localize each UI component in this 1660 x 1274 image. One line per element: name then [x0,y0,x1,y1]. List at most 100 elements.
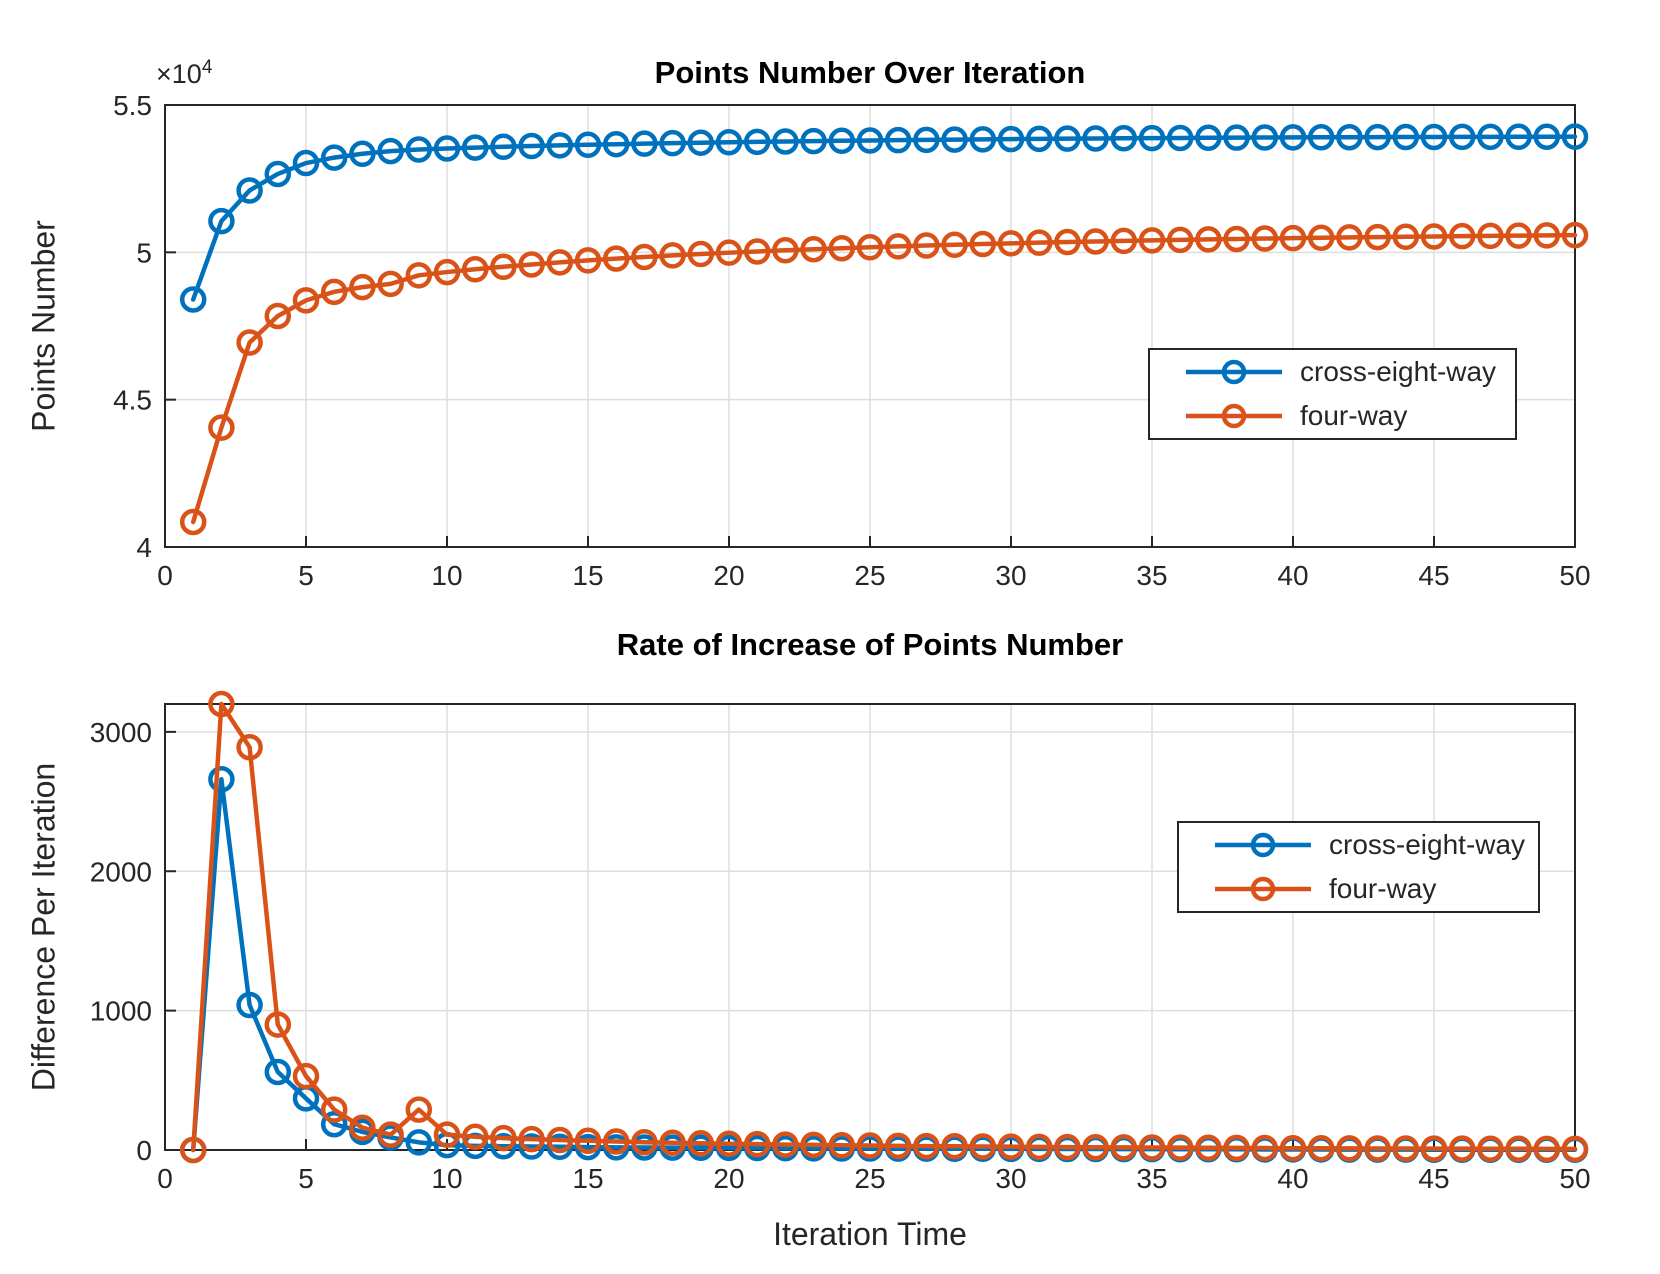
x-tick-label: 0 [157,1163,173,1194]
data-point-marker-four-way [913,1132,940,1160]
data-point-marker-four-way [461,256,489,283]
top-plot-title: Points Number Over Iteration [654,55,1086,90]
y-tick-label: 5.5 [113,90,152,121]
data-point-marker-four-way [687,240,715,268]
data-point-marker-four-way [856,234,884,261]
data-point-marker-cross-eight-way [518,132,545,160]
x-tick-label: 5 [298,560,314,591]
data-point-marker-four-way [1166,226,1194,254]
legend-label: four-way [1329,873,1437,904]
data-point-marker-four-way [884,1132,912,1160]
data-point-marker-cross-eight-way [1054,125,1081,152]
legend-line-sample [1184,401,1284,431]
data-point-marker-cross-eight-way [1533,123,1561,150]
data-point-marker-four-way [1082,228,1109,255]
data-point-marker-cross-eight-way [405,1129,433,1156]
data-point-marker-four-way [433,1121,461,1148]
data-point-marker-four-way [264,1011,292,1038]
data-point-marker-cross-eight-way [1448,123,1476,151]
exponent-power: 4 [201,57,213,78]
data-point-marker-four-way [574,247,602,274]
data-point-marker-cross-eight-way [236,991,263,1019]
bottom-plot-title: Rate of Increase of Points Number [616,627,1124,662]
data-point-marker-cross-eight-way [377,137,404,165]
data-point-marker-four-way [969,230,997,258]
data-point-marker-four-way [1025,229,1053,256]
data-point-marker-cross-eight-way [1336,123,1363,151]
data-point-marker-four-way [1110,1134,1138,1161]
data-point-marker-four-way [490,1124,517,1152]
legend-sample-glyph [1186,359,1282,385]
data-point-marker-cross-eight-way [1251,124,1279,151]
series-line-four-way [190,701,1578,1153]
data-point-marker-four-way [490,253,517,281]
x-tick-label: 40 [1277,560,1308,591]
data-point-marker-cross-eight-way [1223,124,1250,151]
x-tick-label: 30 [995,560,1026,591]
data-point-marker-four-way [1223,1134,1250,1162]
y-tick-label: 1000 [90,996,152,1027]
data-point-marker-cross-eight-way [1082,125,1109,152]
data-point-marker-cross-eight-way [1392,123,1420,151]
y-tick-label: 2000 [90,856,152,887]
data-point-marker-four-way [236,733,263,761]
data-point-marker-cross-eight-way [208,207,235,235]
data-point-marker-four-way [659,242,686,269]
data-point-marker-four-way [1392,223,1420,251]
data-point-marker-four-way [1448,222,1476,250]
data-point-marker-four-way [1364,1135,1391,1162]
data-point-marker-cross-eight-way [1110,125,1138,152]
data-point-marker-four-way [1025,1133,1053,1161]
data-point-marker-four-way [433,258,461,286]
data-point-marker-cross-eight-way [1195,124,1222,152]
y-tick-label: 4 [136,532,152,563]
data-point-marker-four-way [828,1132,856,1159]
x-tick-label: 50 [1559,1163,1590,1194]
data-point-marker-four-way [179,508,207,536]
data-point-marker-four-way [997,1133,1025,1160]
data-point-marker-cross-eight-way [292,149,320,177]
data-point-marker-four-way [320,1096,348,1123]
data-point-marker-four-way [687,1130,715,1157]
data-point-marker-four-way [1533,222,1561,249]
data-point-marker-four-way [1195,226,1222,253]
data-point-marker-cross-eight-way [687,129,715,156]
data-point-marker-cross-eight-way [969,126,997,153]
x-tick-label: 25 [854,560,885,591]
data-point-marker-four-way [1336,1135,1363,1162]
data-point-marker-cross-eight-way [602,130,630,158]
legend-line-sample [1213,830,1313,860]
data-point-marker-four-way [1307,1134,1335,1162]
x-tick-label: 20 [713,560,744,591]
x-tick-label: 35 [1136,1163,1167,1194]
data-point-marker-cross-eight-way [1025,125,1053,153]
legend-sample-glyph [1215,876,1311,902]
data-point-marker-four-way [1533,1135,1561,1163]
data-point-marker-four-way [349,1114,376,1141]
data-point-marker-cross-eight-way [1477,123,1504,151]
data-point-marker-four-way [1195,1134,1222,1162]
data-point-marker-four-way [856,1132,884,1159]
series-line-cross-eight-way [190,134,1578,302]
data-point-marker-four-way [941,231,968,259]
data-point-marker-four-way [518,251,545,278]
data-point-marker-cross-eight-way [433,135,461,162]
x-tick-label: 40 [1277,1163,1308,1194]
data-point-marker-four-way [377,270,404,298]
data-point-marker-cross-eight-way [236,177,263,204]
y-tick-label: 3000 [90,717,152,748]
data-point-marker-four-way [772,1131,799,1158]
data-point-marker-four-way [1138,1134,1166,1161]
series-line-four-way [190,232,1578,525]
data-point-marker-four-way [1561,221,1589,249]
data-point-marker-cross-eight-way [856,127,884,154]
data-point-marker-four-way [1448,1135,1476,1162]
data-point-marker-four-way [772,237,799,264]
x-tick-label: 45 [1418,1163,1449,1194]
data-point-marker-four-way [1054,228,1081,256]
x-tick-label: 10 [431,1163,462,1194]
x-tick-label: 30 [995,1163,1026,1194]
data-point-marker-cross-eight-way [631,130,658,157]
data-point-marker-four-way [941,1132,968,1160]
data-point-marker-four-way [715,1130,743,1157]
